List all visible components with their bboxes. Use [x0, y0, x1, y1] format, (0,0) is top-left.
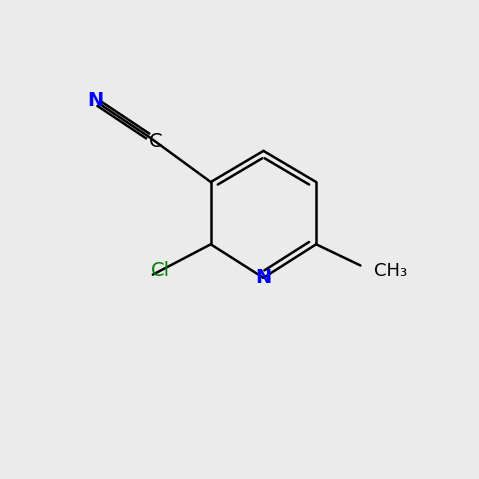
Text: N: N: [255, 268, 272, 287]
Text: Cl: Cl: [151, 261, 170, 280]
Text: N: N: [88, 91, 104, 110]
Text: C: C: [149, 132, 162, 151]
Text: CH₃: CH₃: [374, 262, 407, 280]
